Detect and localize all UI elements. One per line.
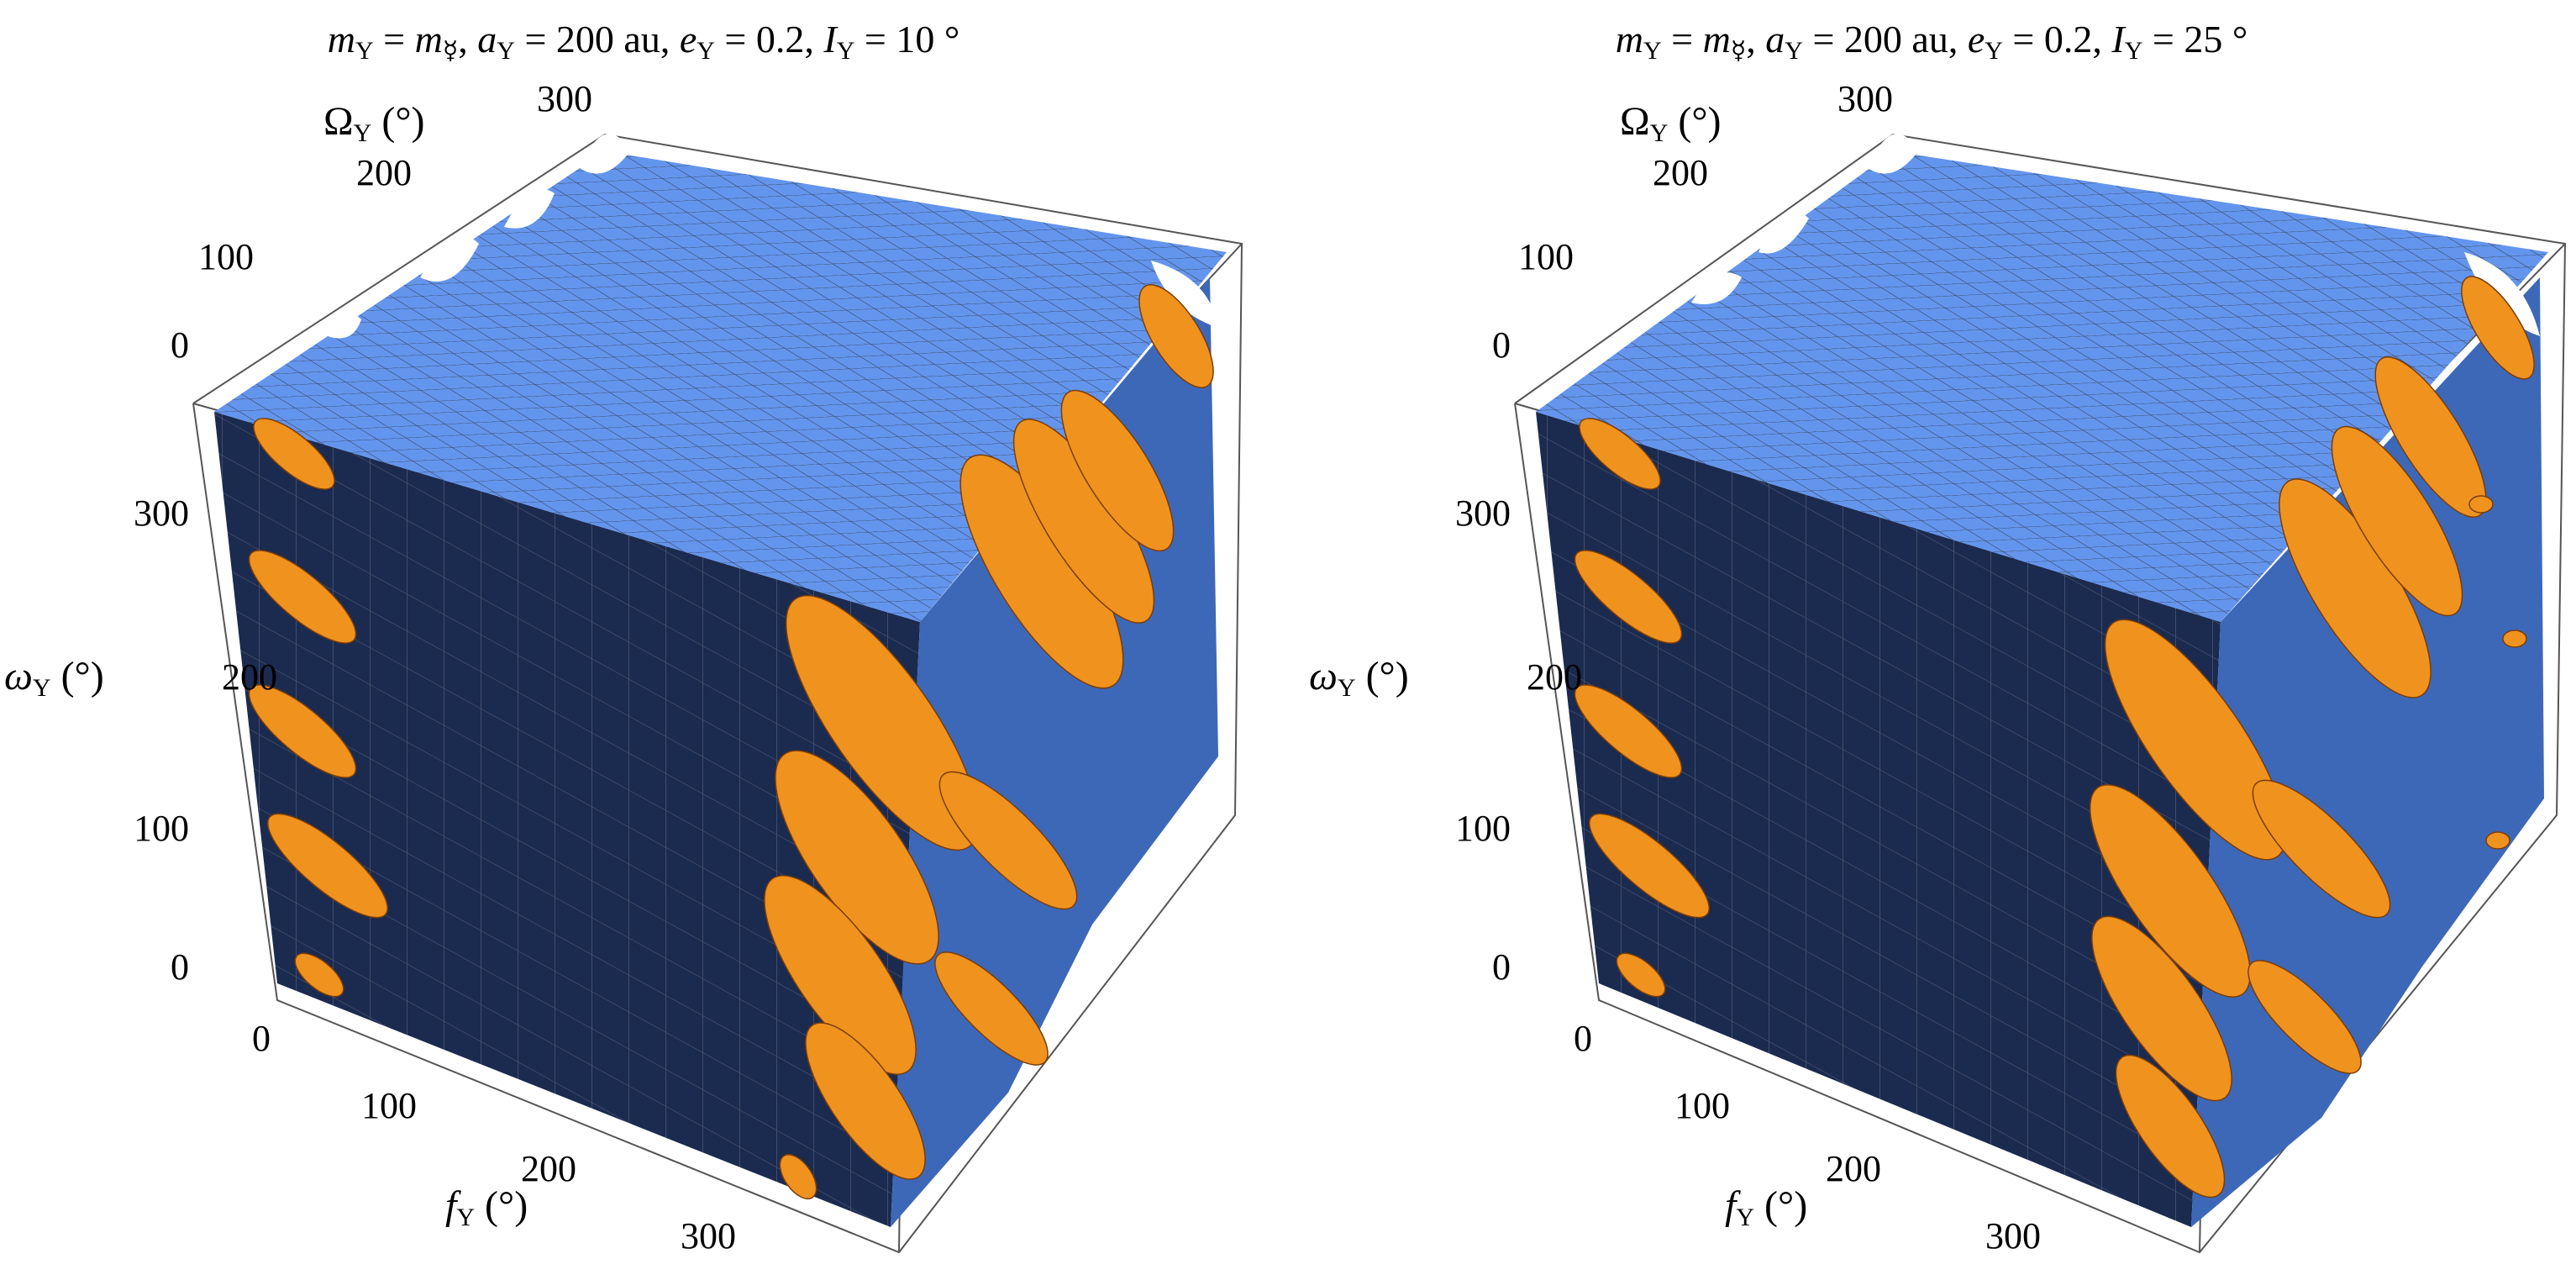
plot-svg-right: mY = m☿, aY = 200 au, eY = 0.2, IY = 25 … bbox=[1309, 18, 2567, 1257]
plot-panel-left: mY = m☿, aY = 200 au, eY = 0.2, IY = 10 … bbox=[4, 18, 1243, 1257]
f-tick-300: 300 bbox=[1985, 1215, 2041, 1257]
omega-tick-100: 100 bbox=[134, 808, 189, 849]
plot-svg-left: mY = m☿, aY = 200 au, eY = 0.2, IY = 10 … bbox=[4, 18, 1243, 1257]
top-notches bbox=[328, 134, 1218, 339]
omega-tick-300: 300 bbox=[1455, 493, 1511, 534]
title-m: m bbox=[328, 18, 355, 61]
omega-tick-0: 0 bbox=[171, 946, 189, 988]
side-cuts bbox=[1574, 276, 2535, 1199]
Omega-tick-300: 300 bbox=[1837, 78, 1893, 119]
plot-panel-right: mY = m☿, aY = 200 au, eY = 0.2, IY = 25 … bbox=[1288, 0, 2576, 1275]
Omega-tick-300: 300 bbox=[537, 78, 592, 119]
Omega-tick-0: 0 bbox=[171, 324, 189, 366]
omega-ticks: 0 100 200 300 bbox=[1455, 493, 1582, 988]
f-ticks: 0 100 200 300 bbox=[1574, 1018, 2041, 1257]
Omega-tick-0: 0 bbox=[1492, 324, 1511, 366]
top-notches bbox=[1691, 134, 2540, 336]
f-tick-300: 300 bbox=[681, 1215, 736, 1257]
omega-tick-0: 0 bbox=[1492, 946, 1511, 988]
omega-tick-200: 200 bbox=[222, 656, 277, 698]
side-cuts bbox=[248, 284, 1214, 1199]
omega-axis-label: ωY (°) bbox=[4, 654, 104, 702]
f-axis-label: fY (°) bbox=[1725, 1183, 1807, 1231]
omega-cap-ticks: 0 100 200 300 bbox=[171, 78, 592, 366]
side-face bbox=[1536, 412, 2221, 1227]
f-tick-200: 200 bbox=[1826, 1148, 1881, 1189]
f-tick-0: 0 bbox=[252, 1018, 271, 1059]
Omega-tick-100: 100 bbox=[198, 236, 254, 277]
f-tick-0: 0 bbox=[1574, 1018, 1592, 1059]
chart-title: mY = m☿, aY = 200 au, eY = 0.2, IY = 25 … bbox=[1616, 18, 2247, 65]
omega-tick-200: 200 bbox=[1527, 656, 1582, 698]
omega-ticks: 0 100 200 300 bbox=[134, 493, 277, 988]
f-tick-200: 200 bbox=[521, 1148, 576, 1189]
chart-title: mY = m☿, aY = 200 au, eY = 0.2, IY = 10 … bbox=[328, 18, 959, 65]
omega-tick-100: 100 bbox=[1455, 808, 1511, 849]
side-face bbox=[214, 412, 920, 1227]
Omega-tick-200: 200 bbox=[1653, 152, 1708, 193]
Omega-tick-100: 100 bbox=[1518, 236, 1574, 277]
f-axis-label: fY (°) bbox=[445, 1183, 528, 1231]
omega-axis-label: ωY (°) bbox=[1309, 654, 1409, 702]
omega-tick-300: 300 bbox=[134, 493, 189, 534]
omega-cap-ticks: 0 100 200 300 bbox=[1492, 78, 1893, 366]
Omega-tick-200: 200 bbox=[356, 152, 412, 193]
f-ticks: 0 100 200 300 bbox=[252, 1018, 736, 1257]
Omega-axis-label: ΩY (°) bbox=[323, 99, 425, 147]
f-tick-100: 100 bbox=[361, 1085, 417, 1126]
f-tick-100: 100 bbox=[1674, 1085, 1730, 1126]
Omega-axis-label: ΩY (°) bbox=[1620, 99, 1722, 147]
